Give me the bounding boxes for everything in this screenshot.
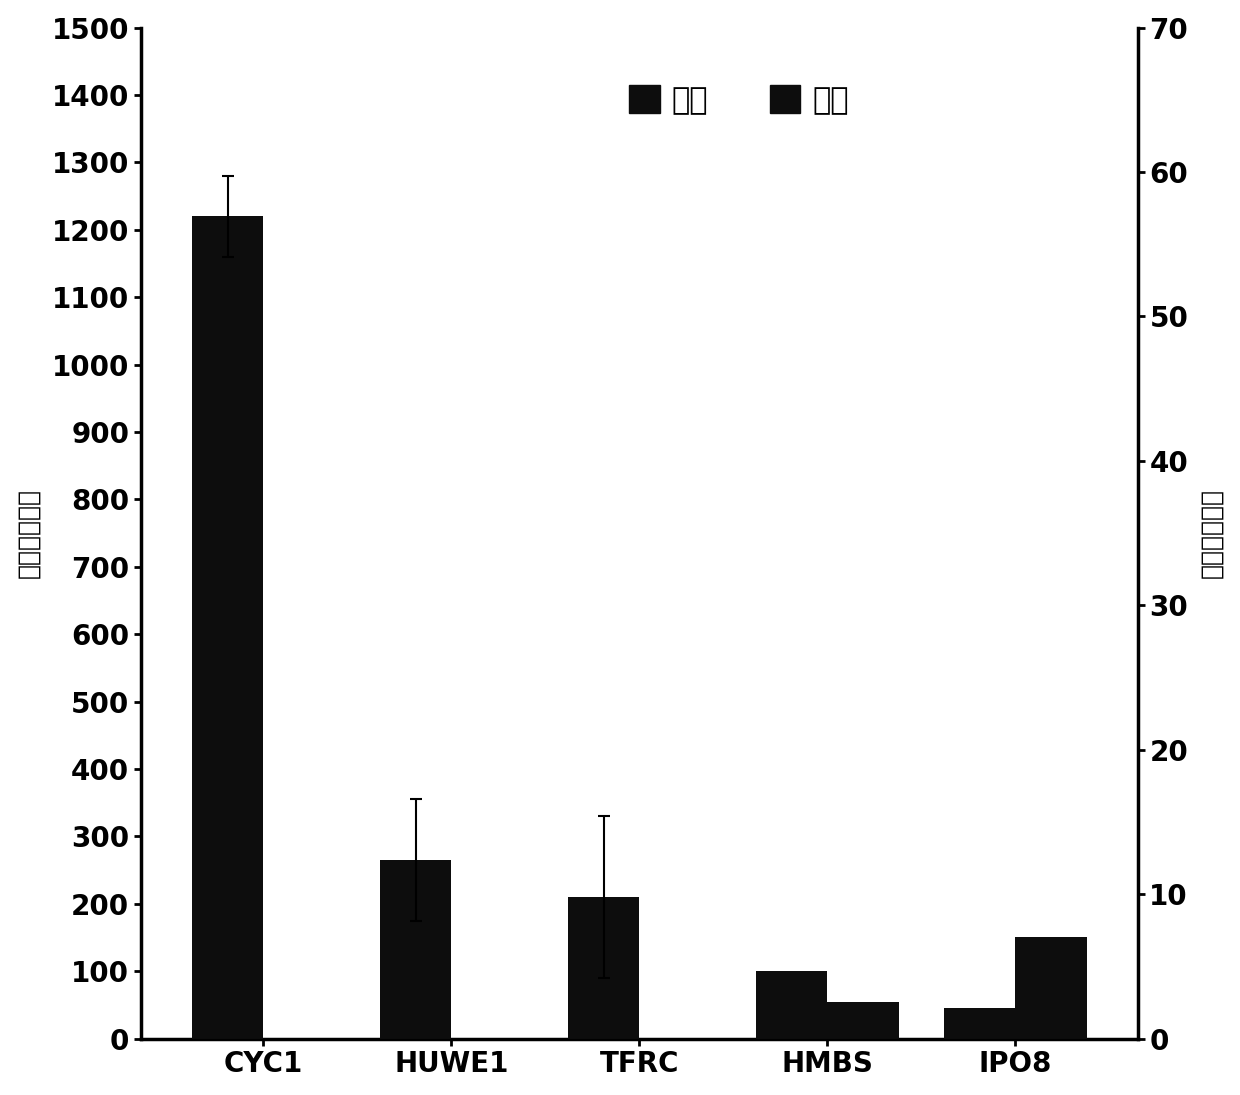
- Legend: 鼻和, 皮肤: 鼻和, 皮肤: [618, 73, 861, 128]
- Bar: [827, 1002, 899, 1038]
- Bar: [756, 971, 827, 1038]
- Bar: [192, 217, 263, 1038]
- Y-axis label: 鼻和中表达値: 鼻和中表达値: [16, 488, 41, 578]
- Bar: [568, 897, 640, 1038]
- Bar: [944, 1008, 1016, 1038]
- Bar: [379, 860, 451, 1038]
- Bar: [1016, 937, 1086, 1038]
- Y-axis label: 皮肤中表达値: 皮肤中表达値: [1199, 488, 1224, 578]
